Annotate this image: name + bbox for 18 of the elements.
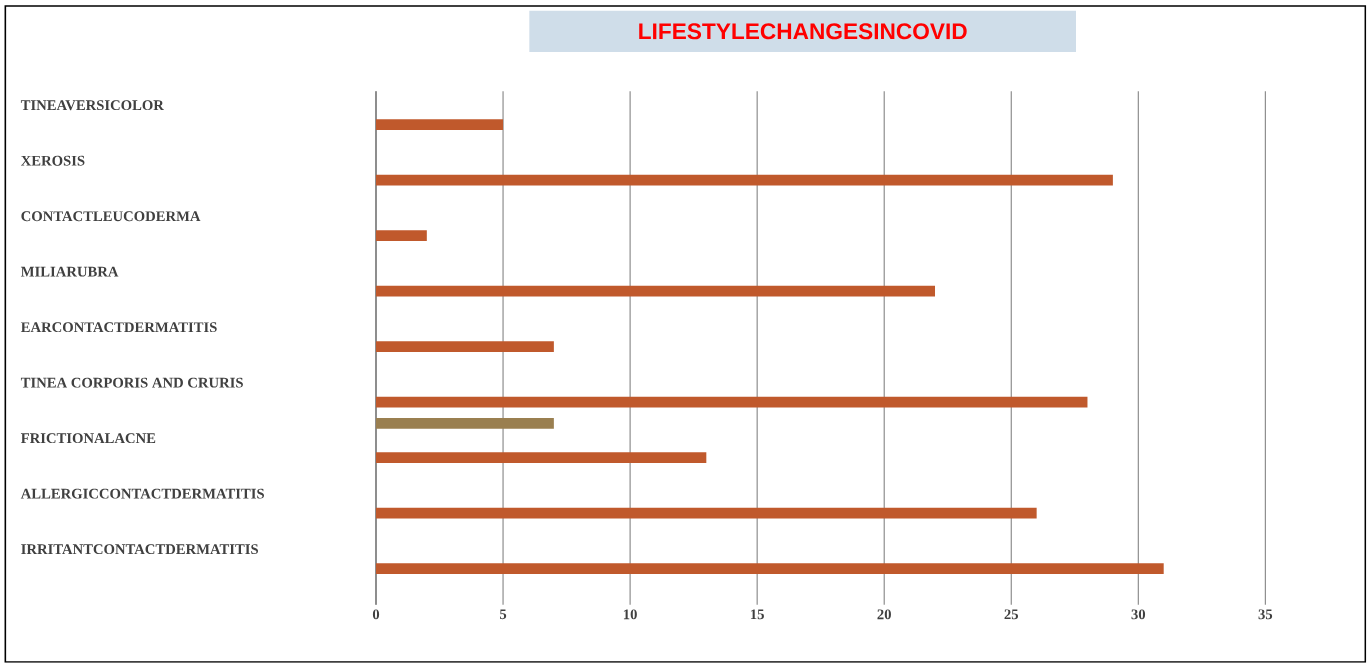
y-tick-label: XEROSIS	[20, 155, 85, 166]
x-tick-label: 10	[623, 609, 637, 620]
y-tick-label: TINEAVERSICOLOR	[20, 100, 164, 111]
x-tick-label: 15	[750, 609, 764, 620]
y-tick-label: IRRITANTCONTACTDERMATITIS	[21, 544, 259, 555]
x-tick-label: 20	[877, 609, 891, 620]
y-tick-label: EARCONTACTDERMATITIS	[20, 322, 217, 333]
x-tick-label: 35	[1258, 609, 1273, 620]
y-tick-label: MILIARUBRA	[20, 266, 119, 277]
x-tick-label: 5	[499, 609, 507, 620]
chart-title: LIFESTYLECHANGESINCOVID	[639, 23, 967, 40]
y-tick-label: FRICTIONALACNE	[20, 433, 156, 444]
y-tick-label: ALLERGICCONTACTDERMATITIS	[20, 488, 264, 499]
x-tick-label: 0	[372, 609, 380, 620]
x-tick-label: 25	[1004, 609, 1019, 620]
x-tick-label: 30	[1131, 609, 1146, 620]
y-tick-label: CONTACTLEUCODERMA	[21, 211, 201, 222]
y-tick-label: TINEA CORPORIS AND CRURIS	[20, 377, 243, 388]
